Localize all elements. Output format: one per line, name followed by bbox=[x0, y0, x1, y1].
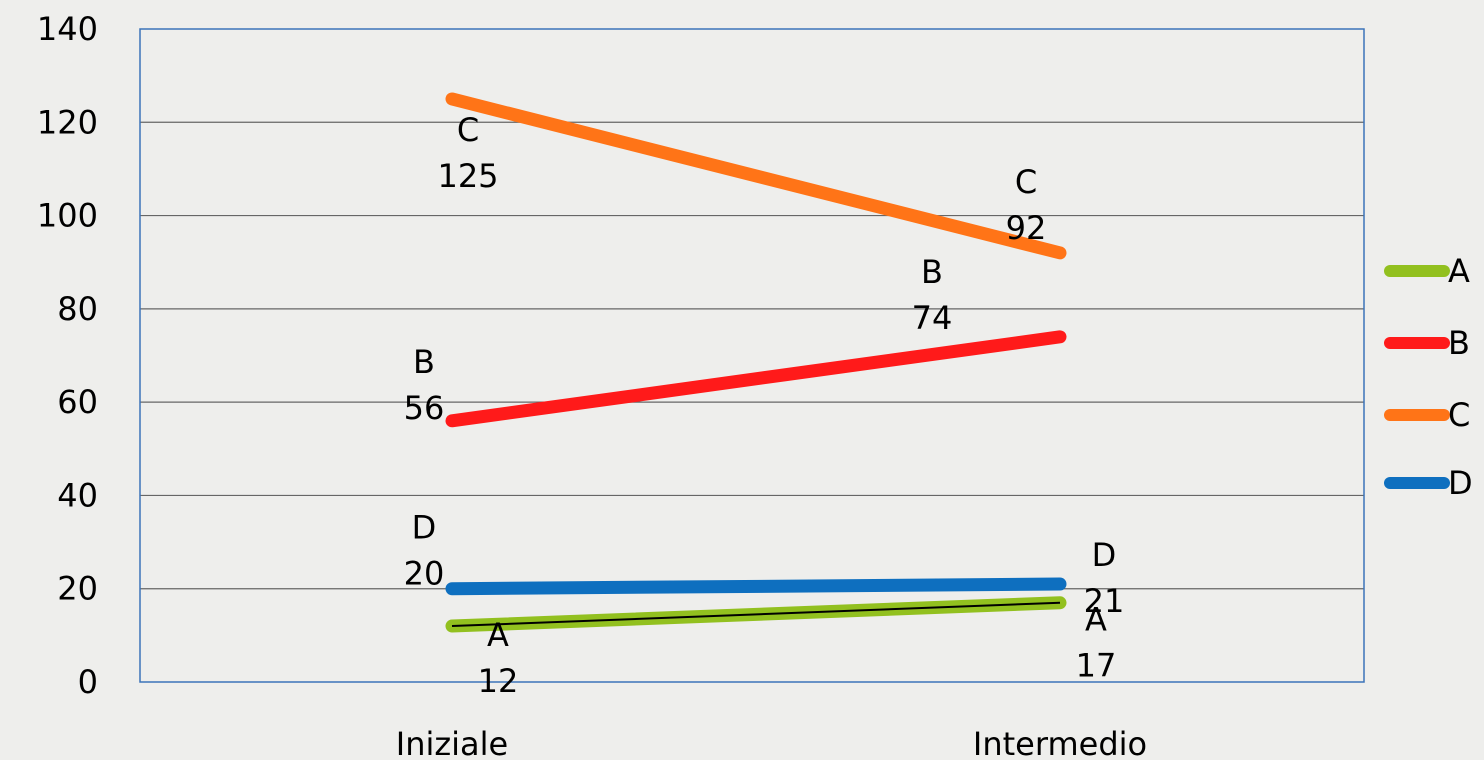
legend-label-a: A bbox=[1448, 252, 1470, 290]
data-labels: A 12 A 17 B 56 B 74 C 125 C 92 D 20 D 21 bbox=[404, 111, 1125, 700]
data-label-series: D bbox=[1092, 536, 1117, 574]
data-label-value: 125 bbox=[437, 157, 498, 195]
plot-area bbox=[139, 28, 1365, 683]
series-line-c bbox=[445, 92, 1067, 260]
legend-label-b: B bbox=[1448, 324, 1470, 362]
y-tick-label: 60 bbox=[57, 383, 98, 421]
data-label-series: A bbox=[1085, 601, 1107, 639]
y-tick-label: 0 bbox=[78, 663, 98, 701]
data-label-series: C bbox=[1015, 163, 1037, 201]
data-label-series: B bbox=[921, 253, 943, 291]
y-tick-label: 120 bbox=[37, 103, 98, 141]
gridlines bbox=[140, 121, 1364, 590]
y-tick-label: 20 bbox=[57, 570, 98, 608]
data-label-value: 74 bbox=[912, 299, 953, 337]
data-label-series: B bbox=[413, 343, 435, 381]
y-tick-label: 100 bbox=[37, 197, 98, 235]
data-label-value: 20 bbox=[404, 555, 445, 593]
series-line-b bbox=[445, 330, 1067, 428]
series-line-d bbox=[445, 577, 1067, 596]
data-label-value: 92 bbox=[1006, 209, 1047, 247]
y-tick-label: 140 bbox=[37, 10, 98, 48]
y-tick-label: 80 bbox=[57, 290, 98, 328]
data-label-value: 56 bbox=[404, 389, 445, 427]
data-label-series: D bbox=[412, 509, 437, 547]
series-line-a-outline bbox=[451, 601, 1061, 628]
series-lines bbox=[445, 92, 1067, 633]
x-axis: Iniziale Intermedio bbox=[396, 725, 1147, 760]
y-tick-label: 40 bbox=[57, 476, 98, 514]
x-tick-label: Intermedio bbox=[973, 725, 1147, 760]
y-axis: 0 20 40 60 80 100 120 140 bbox=[37, 10, 98, 701]
data-label-value: 17 bbox=[1076, 647, 1117, 685]
data-label-value: 21 bbox=[1084, 582, 1125, 620]
data-label-series: C bbox=[457, 111, 479, 149]
x-tick-label: Iniziale bbox=[396, 725, 508, 760]
data-label-value: 12 bbox=[478, 662, 519, 700]
legend-label-c: C bbox=[1448, 396, 1470, 434]
legend-label-d: D bbox=[1448, 464, 1473, 502]
data-label-series: A bbox=[487, 616, 509, 654]
